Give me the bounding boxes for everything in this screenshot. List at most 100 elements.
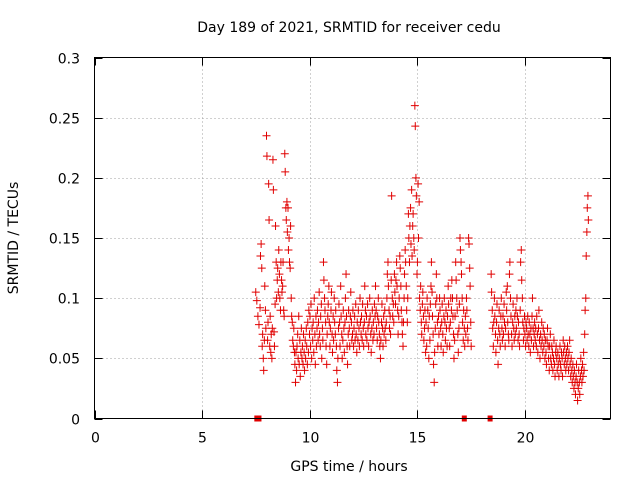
data-point: [328, 348, 337, 357]
data-point: [350, 312, 359, 321]
data-point: [584, 215, 593, 224]
data-point: [329, 312, 338, 321]
data-point: [286, 264, 295, 273]
data-point: [384, 282, 393, 291]
data-point: [267, 354, 276, 363]
data-point: [356, 294, 365, 303]
data-point: [582, 252, 591, 261]
data-point: [526, 348, 535, 357]
data-point: [449, 354, 458, 363]
data-point: [583, 191, 592, 200]
data-point: [280, 149, 289, 158]
data-point: [336, 342, 345, 351]
data-point: [288, 318, 297, 327]
data-point: [326, 324, 335, 333]
data-point: [492, 300, 501, 309]
data-point: [307, 300, 316, 309]
data-point: [284, 246, 293, 255]
data-point: [385, 306, 394, 315]
data-point: [395, 252, 404, 261]
data-point: [408, 252, 417, 261]
data-point: [315, 330, 324, 339]
chart-title: Day 189 of 2021, SRMTID for receiver ced…: [197, 20, 500, 36]
data-point: [418, 288, 427, 297]
data-point: [291, 378, 300, 387]
data-point: [494, 360, 503, 369]
data-point: [264, 179, 273, 188]
data-point: [303, 360, 312, 369]
data-point: [450, 336, 459, 345]
data-point: [292, 366, 301, 375]
y-tick-label: 0.1: [58, 292, 80, 308]
data-point: [385, 324, 394, 333]
data-point: [444, 300, 453, 309]
data-point: [282, 197, 291, 206]
data-point: [423, 294, 432, 303]
data-point: [271, 300, 280, 309]
data-point: [340, 348, 349, 357]
data-point: [465, 264, 474, 273]
data-point: [266, 348, 275, 357]
data-point: [265, 215, 274, 224]
data-point: [275, 294, 284, 303]
data-point: [489, 342, 498, 351]
data-point: [294, 312, 303, 321]
data-point: [388, 294, 397, 303]
data-point: [266, 312, 275, 321]
data-point: [383, 270, 392, 279]
data-point: [251, 288, 260, 297]
data-point: [487, 288, 496, 297]
data-point: [283, 227, 292, 236]
data-point: [438, 330, 447, 339]
data-point: [505, 270, 514, 279]
data-point: [399, 342, 408, 351]
data-point: [405, 258, 414, 267]
data-point: [578, 372, 587, 381]
data-point: [280, 312, 289, 321]
data-point: [446, 318, 455, 327]
data-point: [284, 203, 292, 212]
data-point: [400, 270, 409, 279]
data-point: [363, 300, 372, 309]
data-point: [288, 336, 297, 345]
data-point: [390, 288, 399, 297]
data-point: [330, 294, 339, 303]
data-point: [513, 312, 522, 321]
data-point: [414, 234, 423, 242]
data-point: [311, 360, 320, 369]
data-point: [406, 203, 415, 212]
data-point: [423, 306, 432, 315]
data-point: [574, 384, 583, 393]
data-point: [583, 203, 592, 212]
data-point: [329, 336, 338, 345]
data-point: [403, 294, 412, 303]
data-point: [268, 324, 277, 333]
data-point: [304, 306, 313, 315]
data-point: [532, 312, 541, 321]
data-point: [327, 288, 336, 297]
data-point: [361, 306, 370, 315]
data-point: [396, 264, 405, 273]
data-point: [259, 354, 268, 363]
data-point: [415, 197, 424, 206]
data-point: [360, 282, 369, 291]
data-point: [261, 306, 270, 315]
data-point: [509, 300, 518, 309]
data-point: [318, 324, 327, 333]
data-point: [296, 372, 305, 381]
x-axis-label: GPS time / hours: [290, 459, 407, 475]
data-point: [319, 258, 328, 267]
data-point: [374, 294, 383, 303]
data-point: [453, 330, 462, 339]
data-point: [549, 336, 558, 345]
data-point: [461, 330, 470, 339]
data-point: [412, 191, 421, 200]
x-tick-label: 10: [302, 431, 320, 447]
data-point: [342, 270, 351, 279]
data-point: [364, 342, 373, 351]
data-point: [332, 366, 341, 375]
data-point: [287, 312, 296, 321]
data-point: [351, 300, 360, 309]
axis-ticks: [94, 57, 611, 420]
data-point: [439, 348, 448, 357]
